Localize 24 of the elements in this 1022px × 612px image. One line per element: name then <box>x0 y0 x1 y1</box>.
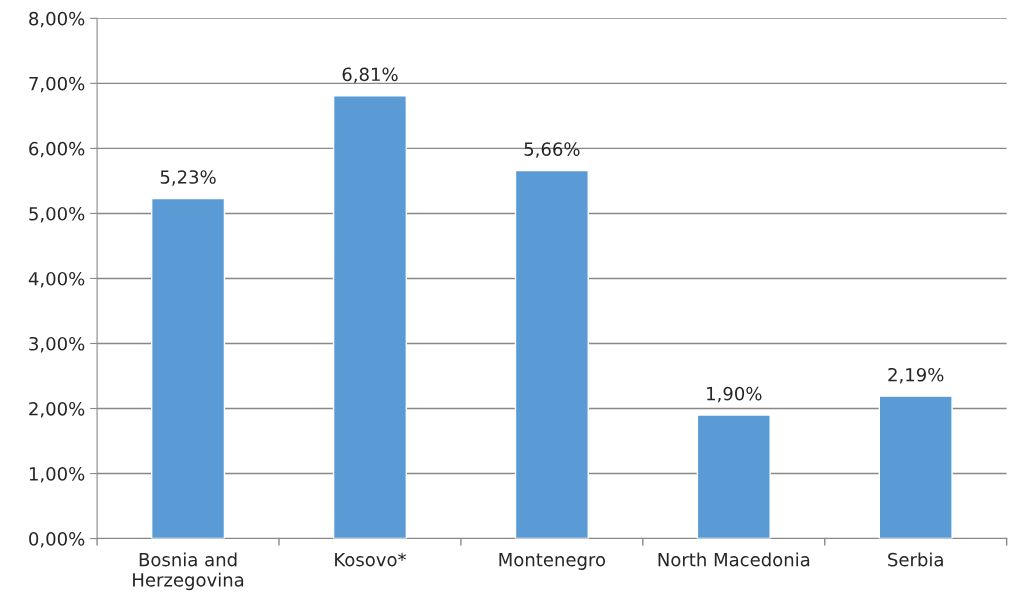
data-label: 6,81% <box>342 67 398 83</box>
data-label: 2,19% <box>888 367 944 384</box>
y-tick-label: 5,00% <box>29 206 85 223</box>
y-tick-label: 0,00% <box>29 532 85 548</box>
x-tick-label: Bosnia and Herzegovina <box>133 552 244 591</box>
y-tick-label: 4,00% <box>28 271 85 288</box>
x-tick-label: Montenegro <box>499 553 606 570</box>
data-label: 1,90% <box>707 386 762 403</box>
bar <box>150 197 226 539</box>
bar <box>878 395 953 539</box>
y-tick-label: 1,00% <box>29 466 85 483</box>
bar <box>514 169 589 539</box>
x-tick-label: Serbia <box>888 552 943 567</box>
x-tick-label: Kosovo* <box>335 552 407 567</box>
x-tick-label: North Macedonia <box>658 552 810 567</box>
data-label: 5,66% <box>524 142 580 158</box>
data-label: 5,23% <box>160 170 216 186</box>
y-tick-label: 7,00% <box>29 76 85 93</box>
y-tick-label: 3,00% <box>29 336 85 353</box>
y-tick-label: 6,00% <box>29 141 85 158</box>
y-tick-label: 2,00% <box>29 401 85 418</box>
y-tick-label: 8,00% <box>29 11 85 28</box>
bar <box>696 414 771 539</box>
bar <box>332 95 408 539</box>
